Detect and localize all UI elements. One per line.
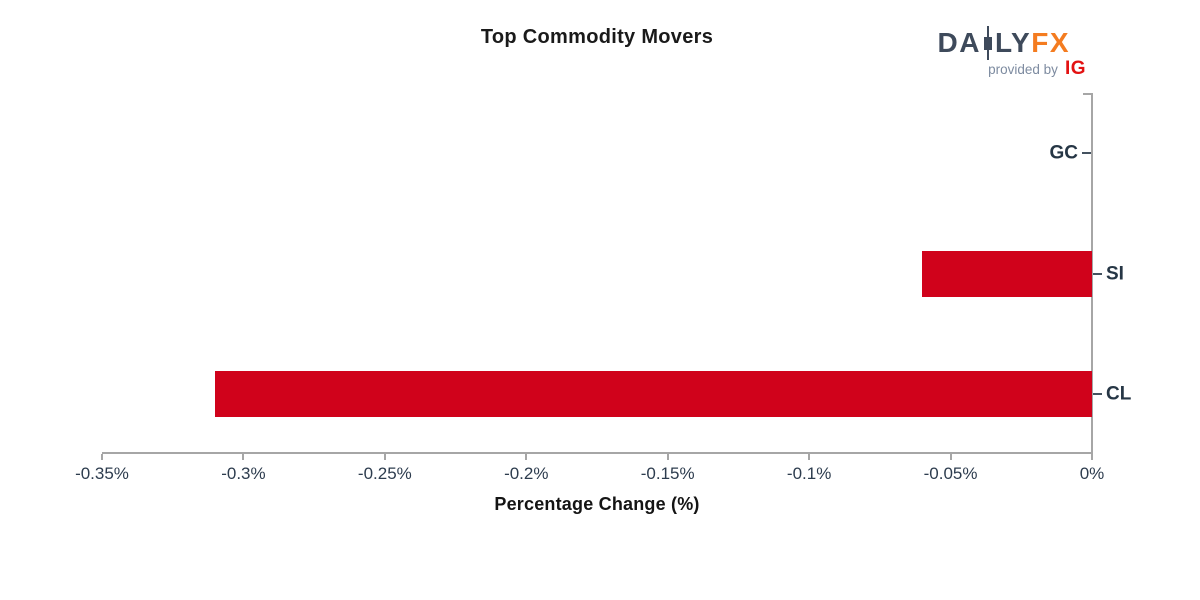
logo-text-fx: FX	[1031, 27, 1070, 58]
x-tick-label: -0.35%	[75, 464, 129, 483]
x-tick-label: -0.2%	[504, 464, 549, 483]
x-tick-label: -0.25%	[357, 464, 412, 483]
x-axis-line	[102, 452, 1093, 454]
x-axis-tick	[666, 454, 669, 460]
spine-top-cap	[1083, 93, 1091, 95]
logo-provided-by: provided by IG	[988, 59, 1086, 78]
logo-text-da: DA	[937, 27, 981, 58]
x-tick-label: -0.15%	[640, 464, 695, 483]
x-axis-tick	[383, 454, 386, 460]
bar-cl	[215, 370, 1092, 417]
x-tick-label: -0.3%	[221, 464, 266, 483]
plot-area: -0.35% -0.3% -0.25% -0.2% -0.15% -0.1% -0.05% 0…	[75, 93, 1131, 483]
x-axis-tick	[1091, 454, 1093, 460]
dailyfx-logo: DA LY FX	[938, 26, 1070, 60]
x-axis-tick	[808, 454, 811, 460]
x-axis-tick	[949, 454, 952, 460]
ig-logo: IG	[1064, 58, 1086, 79]
bar-si	[922, 250, 1092, 297]
candlestick-icon	[984, 26, 992, 60]
category-tick-si	[1093, 272, 1102, 275]
x-axis-tick	[101, 454, 103, 460]
provided-by-text: provided by	[988, 62, 1058, 77]
category-tick-cl	[1093, 392, 1102, 395]
candle-body	[984, 37, 992, 50]
y-axis-spine	[1091, 93, 1093, 460]
category-label-gc: GC	[1049, 142, 1079, 164]
category-label-cl: CL	[1106, 383, 1132, 405]
category-tick-gc	[1082, 152, 1091, 155]
category-label-si: SI	[1106, 263, 1124, 284]
x-tick-label: -0.05%	[923, 464, 978, 483]
x-tick-label: 0%	[1079, 464, 1105, 483]
logo-text-ly: LY	[995, 27, 1032, 58]
x-axis-tick	[242, 454, 245, 460]
chart-title: Top Commodity Movers	[480, 26, 714, 48]
x-axis-title: Percentage Change (%)	[494, 494, 700, 514]
x-tick-label: -0.1%	[786, 464, 832, 483]
x-axis-tick	[525, 454, 528, 460]
